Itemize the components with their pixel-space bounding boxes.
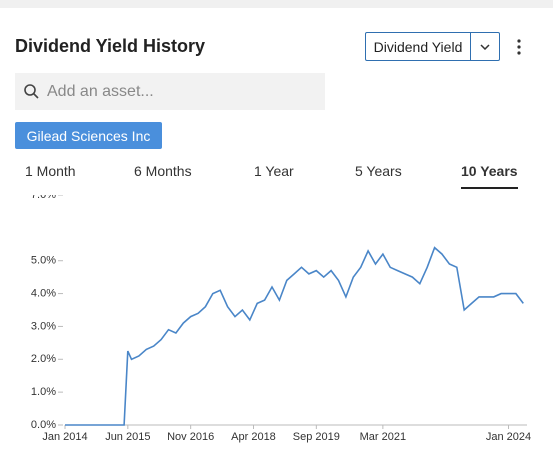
x-tick-label: Jan 2024	[486, 431, 531, 443]
x-tick-label: Jun 2015	[105, 431, 150, 443]
asset-button[interactable]: Gilead Sciences Inc	[15, 122, 162, 149]
x-tick-label: Apr 2018	[231, 431, 276, 443]
range-tab[interactable]: 1 Month	[25, 163, 76, 179]
x-tick-label: Mar 2021	[360, 431, 406, 443]
top-bar	[0, 0, 553, 8]
page-title: Dividend Yield History	[15, 36, 206, 56]
range-tab[interactable]: 1 Year	[254, 163, 294, 179]
yield-line	[65, 246, 524, 426]
range-tab[interactable]: 10 Years	[461, 163, 518, 189]
search-icon	[24, 83, 39, 99]
y-tick-label: 1.0%	[31, 386, 56, 398]
y-tick-label: 2.0%	[31, 353, 56, 365]
x-tick-label: Sep 2019	[293, 431, 340, 443]
chevron-icon	[480, 43, 490, 50]
x-tick-label: Jan 2014	[42, 431, 87, 443]
chevron[interactable]	[471, 33, 499, 60]
y-tick-label: 3.0%	[31, 320, 56, 332]
search-placeholder: Add an asset...	[47, 82, 154, 100]
y-tick-label: 4.0%	[31, 287, 56, 299]
metric-select[interactable]: Dividend Yield	[365, 32, 500, 61]
y-tick-label: 5.0%	[31, 255, 56, 267]
chart: 0.0% 1.0% 2.0% 3.0% 4.0% 5.0% 7.0% Jan 2014 Jun …	[31, 195, 531, 443]
search-box[interactable]: Add an asset...	[15, 73, 325, 110]
y-tick-label: 7.0%	[31, 195, 56, 201]
range-tab[interactable]: 6 Months	[134, 163, 192, 179]
more-menu[interactable]	[514, 38, 524, 56]
x-tick-label: Nov 2016	[167, 431, 214, 443]
range-tab[interactable]: 5 Years	[355, 163, 402, 179]
y-tick-label: 0.0%	[31, 419, 56, 431]
metric-select-label: Dividend Yield	[366, 33, 471, 60]
